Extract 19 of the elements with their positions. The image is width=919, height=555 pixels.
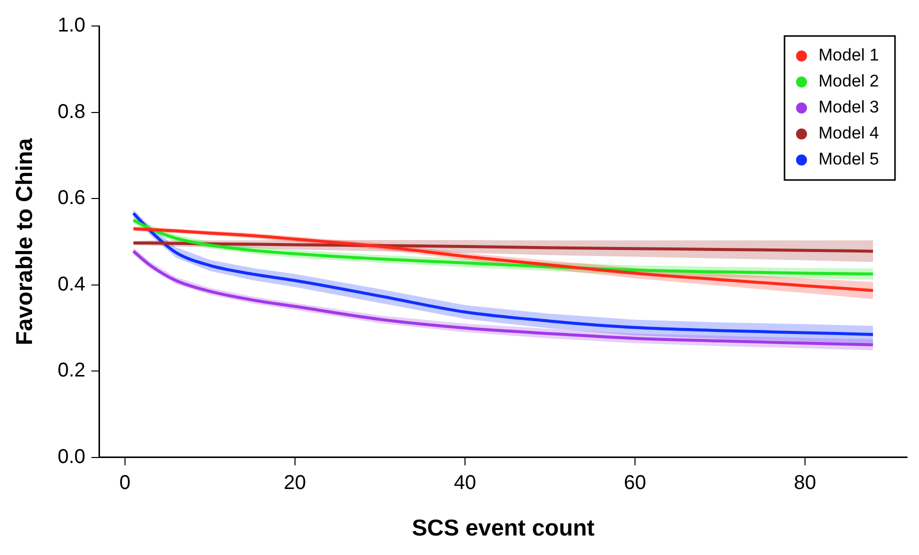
y-tick-label: 0.0 [58,446,86,468]
line-series [132,241,874,253]
legend-label: Model 2 [818,72,880,91]
y-axis-title: Favorable to China [11,138,38,346]
x-tick-label: 0 [119,472,130,494]
x-tick-label: 20 [284,472,306,494]
y-tick-label: 0.8 [58,100,86,123]
x-tick-label: 60 [624,472,646,494]
x-tick-label: 80 [794,472,816,494]
y-tick-label: 0.2 [58,360,86,382]
legend-label: Model 5 [818,150,880,169]
y-tick-label: 0.4 [58,273,86,296]
x-axis-title: SCS event count [412,514,595,541]
legend-label: Model 3 [818,98,880,117]
x-tick-label: 40 [454,472,476,494]
y-tick-label: 1.0 [58,14,86,37]
y-tick-label: 0.6 [58,187,86,210]
legend-label: Model 4 [818,124,880,143]
legend-label: Model 1 [818,46,880,65]
